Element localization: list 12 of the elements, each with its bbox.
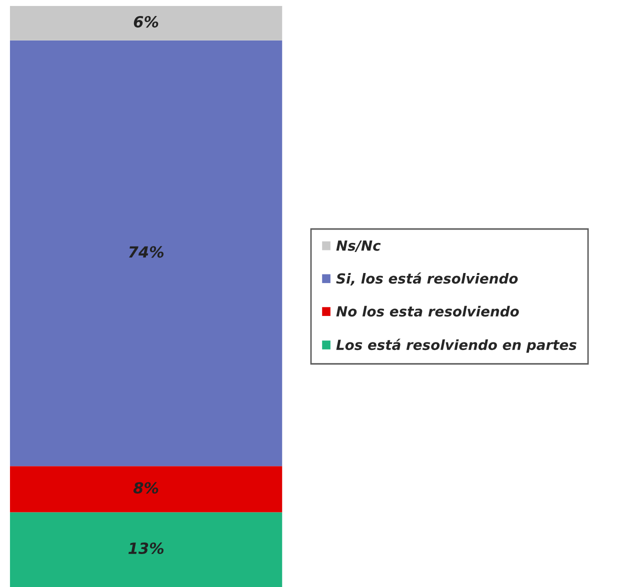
- legend-label: No los esta resolviendo: [336, 306, 519, 317]
- bar: [10, 6, 282, 40]
- legend-label: Los está resolviendo en partes: [336, 338, 576, 353]
- data-label: 8%: [133, 482, 158, 494]
- data-label: 13%: [128, 542, 164, 554]
- bar: [10, 512, 282, 587]
- legend-label: Ns/Nc: [336, 240, 381, 252]
- bar: [10, 40, 282, 466]
- data-label: 74%: [128, 246, 164, 258]
- legend-label: Si, los está resolviendo: [336, 272, 518, 286]
- bar: [10, 466, 282, 512]
- data-label: 6%: [134, 16, 158, 28]
